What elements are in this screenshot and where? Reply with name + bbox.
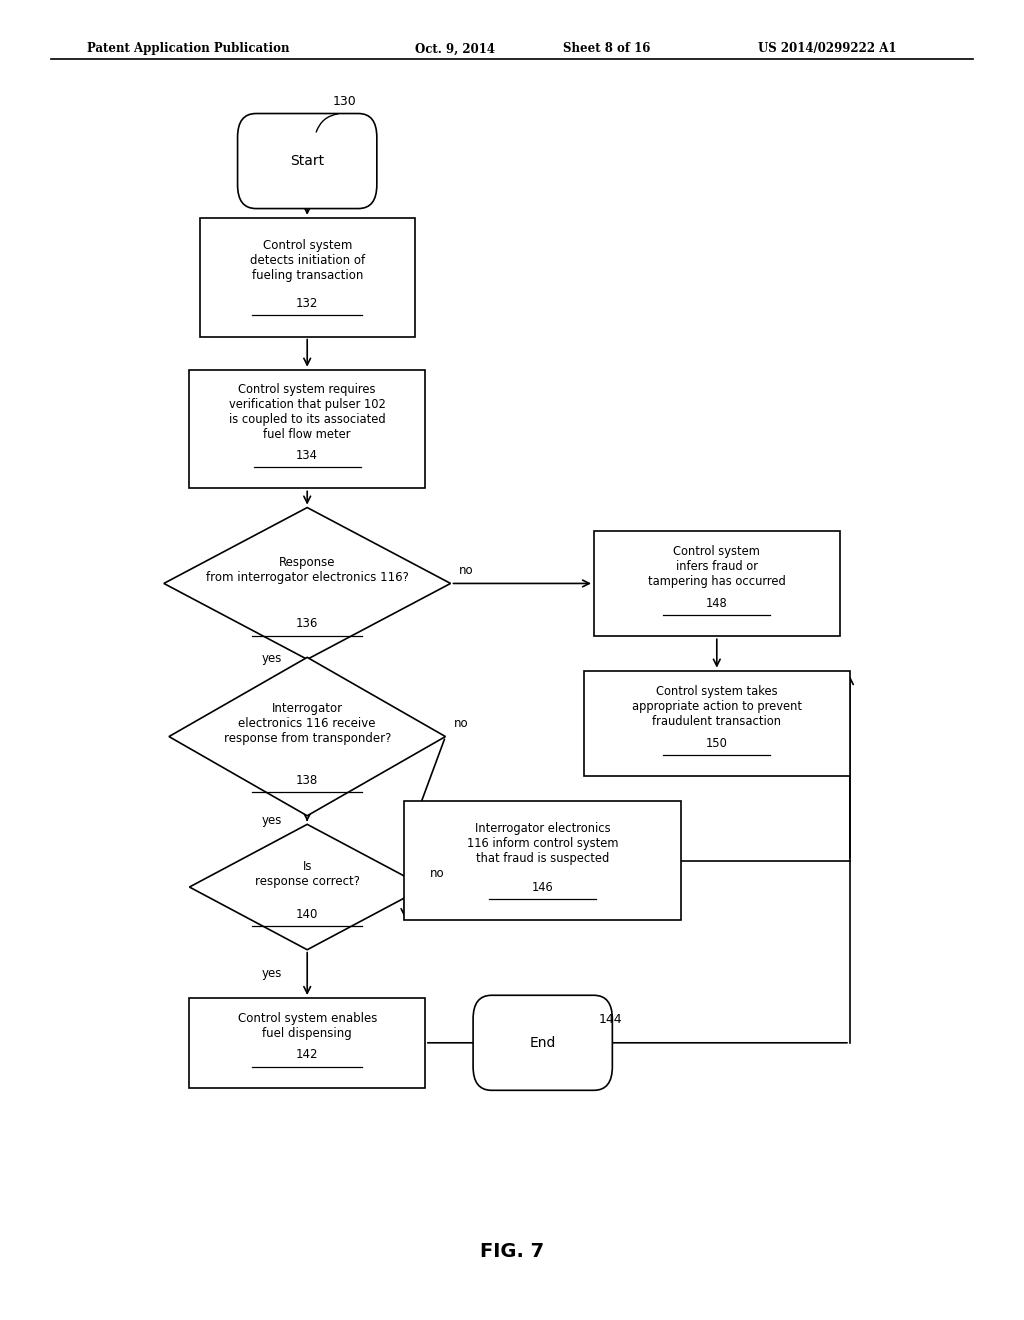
Text: 132: 132 bbox=[296, 297, 318, 310]
Text: 140: 140 bbox=[296, 908, 318, 921]
FancyBboxPatch shape bbox=[238, 114, 377, 209]
Text: Sheet 8 of 16: Sheet 8 of 16 bbox=[563, 42, 650, 55]
Text: Control system enables
fuel dispensing: Control system enables fuel dispensing bbox=[238, 1011, 377, 1040]
Text: yes: yes bbox=[261, 813, 282, 826]
FancyBboxPatch shape bbox=[584, 671, 850, 776]
FancyBboxPatch shape bbox=[189, 370, 425, 488]
Text: Is
response correct?: Is response correct? bbox=[255, 859, 359, 888]
Text: Interrogator electronics
116 inform control system
that fraud is suspected: Interrogator electronics 116 inform cont… bbox=[467, 822, 618, 865]
Text: Control system takes
appropriate action to prevent
fraudulent transaction: Control system takes appropriate action … bbox=[632, 685, 802, 727]
Text: no: no bbox=[454, 717, 468, 730]
Text: yes: yes bbox=[261, 652, 282, 665]
FancyBboxPatch shape bbox=[200, 218, 415, 337]
Text: Interrogator
electronics 116 receive
response from transponder?: Interrogator electronics 116 receive res… bbox=[223, 702, 391, 744]
Text: Response
from interrogator electronics 116?: Response from interrogator electronics 1… bbox=[206, 556, 409, 585]
Polygon shape bbox=[189, 824, 425, 950]
Text: FIG. 7: FIG. 7 bbox=[480, 1242, 544, 1261]
Text: 150: 150 bbox=[706, 737, 728, 750]
Text: 136: 136 bbox=[296, 618, 318, 630]
FancyBboxPatch shape bbox=[594, 531, 840, 636]
Text: 142: 142 bbox=[296, 1048, 318, 1061]
Text: 138: 138 bbox=[296, 774, 318, 787]
Text: End: End bbox=[529, 1036, 556, 1049]
FancyBboxPatch shape bbox=[473, 995, 612, 1090]
Text: no: no bbox=[459, 564, 473, 577]
FancyBboxPatch shape bbox=[189, 998, 425, 1088]
Text: 144: 144 bbox=[599, 1012, 623, 1026]
Text: Start: Start bbox=[290, 154, 325, 168]
Polygon shape bbox=[169, 657, 445, 816]
Text: 148: 148 bbox=[706, 597, 728, 610]
Text: Oct. 9, 2014: Oct. 9, 2014 bbox=[415, 42, 495, 55]
FancyBboxPatch shape bbox=[404, 801, 681, 920]
Text: US 2014/0299222 A1: US 2014/0299222 A1 bbox=[758, 42, 896, 55]
Text: yes: yes bbox=[261, 968, 282, 981]
Text: no: no bbox=[430, 867, 444, 880]
Text: 146: 146 bbox=[531, 880, 554, 894]
Text: Control system requires
verification that pulser 102
is coupled to its associate: Control system requires verification tha… bbox=[228, 383, 386, 441]
Text: 130: 130 bbox=[333, 95, 356, 108]
Polygon shape bbox=[164, 507, 451, 659]
Text: 134: 134 bbox=[296, 449, 318, 462]
Text: Control system
detects initiation of
fueling transaction: Control system detects initiation of fue… bbox=[250, 239, 365, 281]
Text: Control system
infers fraud or
tampering has occurred: Control system infers fraud or tampering… bbox=[648, 545, 785, 587]
Text: Patent Application Publication: Patent Application Publication bbox=[87, 42, 290, 55]
